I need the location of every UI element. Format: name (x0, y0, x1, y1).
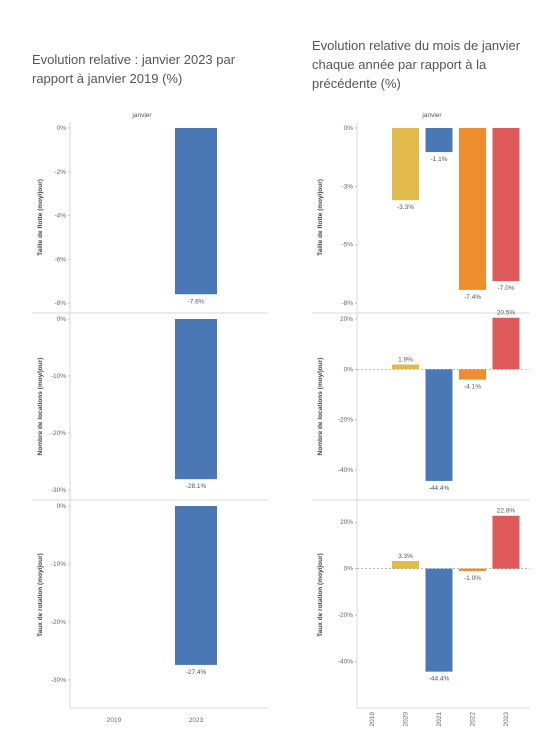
bar (492, 128, 520, 282)
data-label: -7.0% (498, 285, 515, 292)
y-tick-label: -6% (54, 256, 66, 263)
right-chart-title: Evolution relative du mois de janvier ch… (312, 38, 521, 91)
data-label: 1.9% (398, 357, 413, 364)
x-tick-label: 2020 (403, 712, 410, 727)
y-tick-label: 0% (344, 366, 354, 373)
y-tick-label: 20% (340, 316, 353, 323)
x-tick-label: 2022 (470, 712, 477, 727)
y-tick-label: -3% (341, 183, 353, 190)
bar (175, 128, 217, 295)
y-tick-label: -40% (338, 467, 353, 474)
bar (175, 319, 217, 480)
y-tick-label: 0% (57, 125, 67, 132)
y-tick-label: -20% (51, 619, 66, 626)
y-axis-label: Taille de flotte (moy/jour) (317, 179, 324, 256)
data-label: -1.1% (431, 156, 448, 163)
bar (425, 568, 453, 672)
x-tick-label: 2019 (369, 712, 376, 727)
y-tick-label: 20% (340, 519, 353, 526)
y-tick-label: 0% (344, 566, 354, 573)
y-axis-label: Taux de rotation (moy/jour) (317, 553, 324, 637)
bar (175, 506, 217, 665)
y-tick-label: 0% (57, 316, 67, 323)
x-tick-label: 2021 (436, 712, 443, 727)
x-tick-label: 2019 (107, 717, 122, 724)
y-tick-label: -8% (341, 300, 353, 307)
data-label: 3.3% (398, 553, 413, 560)
data-label: -27.4% (186, 669, 207, 676)
bar (425, 369, 453, 481)
y-axis-label: Nombre de locations (moy/jour) (37, 358, 44, 456)
data-label: -44.4% (429, 676, 450, 683)
bar (459, 128, 486, 290)
y-tick-label: 0% (57, 503, 67, 510)
y-tick-label: -10% (51, 373, 66, 380)
y-tick-label: -20% (51, 430, 66, 437)
y-tick-label: -2% (54, 169, 66, 176)
data-label: -44.4% (429, 485, 450, 492)
data-label: -28.1% (186, 483, 207, 490)
bar (459, 568, 486, 571)
y-tick-label: -10% (51, 561, 66, 568)
y-tick-label: -30% (51, 677, 66, 684)
column-header: janvier (421, 112, 442, 119)
bar (392, 364, 419, 370)
x-tick-label: 2023 (189, 717, 204, 724)
data-label: -3.3% (397, 204, 414, 211)
y-tick-label: -8% (54, 300, 66, 307)
y-axis-label: Nombre de locations (moy/jour) (317, 358, 324, 456)
y-tick-label: -5% (341, 242, 353, 249)
bar (425, 128, 453, 153)
y-tick-label: -40% (338, 658, 353, 665)
bar (492, 317, 520, 370)
data-label: -4.1% (464, 384, 481, 391)
left-chart-title: Evolution relative : janvier 2023 par ra… (32, 52, 236, 86)
y-axis-label: Taux de rotation (moy/jour) (37, 553, 44, 637)
data-label: -1.0% (464, 575, 481, 582)
data-label: -7.6% (188, 298, 205, 305)
y-tick-label: -4% (54, 213, 66, 220)
data-label: 22.8% (497, 508, 516, 515)
y-axis-label: Taille de flotte (moy/jour) (37, 179, 44, 256)
bar (492, 515, 520, 569)
y-tick-label: -20% (338, 417, 353, 424)
y-tick-label: -30% (51, 487, 66, 494)
column-header: janvier (131, 112, 152, 119)
x-tick-label: 2023 (503, 712, 510, 727)
y-tick-label: -20% (338, 612, 353, 619)
bar (392, 128, 419, 201)
y-tick-label: 0% (344, 125, 354, 132)
bar (459, 369, 486, 380)
data-label: -7.4% (464, 294, 481, 301)
bar (392, 560, 419, 569)
data-label: 20.5% (497, 310, 516, 317)
